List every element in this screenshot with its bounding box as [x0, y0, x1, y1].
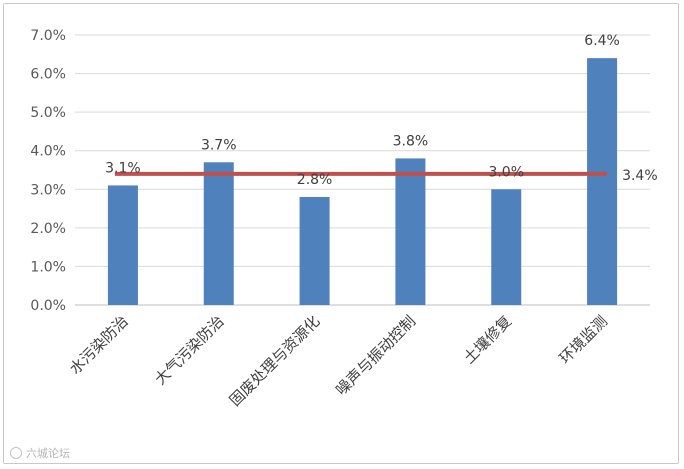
x-tick-label: 土壤修复	[460, 312, 515, 367]
bar	[203, 162, 234, 305]
bar	[299, 197, 330, 305]
y-tick-label: 2.0%	[30, 221, 66, 237]
data-label: 3.1%	[105, 160, 141, 176]
x-tick-label: 水污染防治	[66, 312, 132, 378]
y-tick-label: 1.0%	[30, 259, 66, 275]
y-tick-label: 7.0%	[30, 28, 66, 44]
bar	[491, 189, 522, 305]
reference-line-label: 3.4%	[622, 168, 658, 184]
x-tick-label: 固废处理与资源化	[226, 312, 324, 410]
y-tick-label: 6.0%	[30, 67, 66, 83]
bar	[395, 158, 426, 305]
watermark-text: 六城论坛	[26, 447, 70, 460]
watermark-logo-icon	[10, 447, 22, 459]
y-tick-label: 3.0%	[30, 182, 66, 198]
data-label: 3.0%	[488, 164, 524, 180]
data-label: 2.8%	[297, 172, 333, 188]
x-tick-label: 环境监测	[556, 312, 611, 367]
data-label: 3.8%	[393, 133, 429, 149]
bar	[587, 58, 618, 306]
y-tick-label: 5.0%	[30, 105, 66, 121]
bar	[107, 185, 138, 305]
x-tick-label: 噪声与振动控制	[332, 312, 419, 399]
x-tick-label: 大气污染防治	[151, 312, 227, 388]
data-label: 6.4%	[584, 33, 620, 49]
watermark: 六城论坛	[10, 445, 70, 461]
data-label: 3.7%	[201, 137, 237, 153]
y-tick-label: 0.0%	[30, 298, 66, 314]
y-tick-label: 4.0%	[30, 144, 66, 160]
